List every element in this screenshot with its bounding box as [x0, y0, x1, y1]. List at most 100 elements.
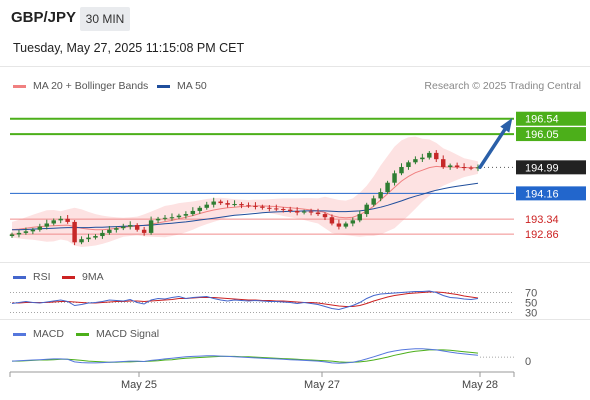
candle-body: [107, 229, 112, 233]
candle-body: [281, 209, 286, 211]
bollinger-band-area: [12, 136, 478, 247]
level-label-box-196.05: [516, 127, 586, 142]
candle-body: [23, 231, 29, 233]
legend-label-rsi-ma: 9MA: [82, 271, 104, 283]
candle-body: [155, 218, 161, 221]
candle-body: [128, 225, 133, 227]
macd-line: [11, 348, 479, 364]
level-label-box-194.99: [516, 160, 586, 175]
x-axis-tick-label: May 28: [462, 379, 498, 391]
candle-body: [218, 201, 223, 204]
candle-body: [246, 205, 251, 207]
candle-body: [378, 192, 383, 199]
legend-swatch-rsi-ma: [62, 275, 75, 279]
candle-body: [392, 173, 397, 183]
candle-body: [176, 215, 182, 218]
candle-body: [267, 207, 272, 209]
candle-body: [468, 167, 474, 169]
level-label-box-194.16: [516, 186, 586, 201]
candle-body: [190, 210, 196, 215]
candle-body: [134, 225, 140, 230]
candle-body: [197, 207, 203, 211]
candle-body: [183, 214, 189, 216]
x-axis-tick-label: May 27: [304, 379, 340, 391]
legend-swatch-macd: [13, 332, 26, 336]
candle-body: [16, 232, 22, 235]
candle-body: [225, 203, 230, 205]
candle-body: [434, 152, 439, 160]
candle-body: [427, 152, 432, 158]
candle-body: [461, 167, 467, 169]
candle-body: [58, 218, 63, 221]
candle-body: [315, 212, 321, 215]
candle-body: [169, 217, 175, 219]
candle-body: [406, 162, 411, 168]
top-bar: GBP/JPY 30 MIN: [0, 0, 590, 38]
candle-body: [239, 204, 244, 206]
macd-level-label-0: 0: [525, 356, 531, 368]
level-label-193.34: 193.34: [525, 214, 559, 226]
candle-body: [114, 228, 119, 230]
legend-rsi-ma: 9MA: [62, 271, 104, 283]
candle-body: [322, 214, 328, 218]
candle-body: [343, 223, 349, 227]
candle-body: [413, 159, 418, 163]
level-label-196.05: 196.05: [525, 129, 559, 141]
candle-body: [308, 211, 314, 213]
macd-signal-line: [12, 349, 479, 363]
divider: [0, 66, 590, 67]
legend-macd: MACD: [13, 328, 64, 340]
legend-rsi: RSI: [13, 271, 51, 283]
legend-label-ma50: MA 50: [177, 80, 207, 92]
ma20-line: [11, 165, 478, 231]
legend-label-rsi: RSI: [33, 271, 51, 283]
candle-body: [72, 221, 77, 243]
candle-body: [294, 210, 300, 213]
candle-body: [253, 205, 258, 207]
candle-body: [357, 214, 362, 221]
legend-macd-signal: MACD Signal: [76, 328, 159, 340]
candle-body: [51, 220, 56, 224]
interval-selector-button[interactable]: 30 MIN: [80, 7, 130, 31]
candle-body: [475, 167, 481, 169]
rsi-line: [11, 290, 479, 311]
currency-pair-title: GBP/JPY: [11, 9, 77, 26]
candle-body: [148, 220, 154, 233]
candle-body: [141, 229, 147, 233]
candle-body: [440, 159, 446, 168]
candle-body: [9, 234, 15, 237]
rsi-level-label-50: 50: [525, 298, 537, 310]
forecast-arrow-head: [500, 117, 513, 133]
candle-body: [336, 223, 342, 227]
legend-ma50: MA 50: [157, 80, 207, 92]
forecast-arrow-shaft: [478, 122, 510, 170]
candle-body: [79, 239, 84, 243]
candle-body: [371, 198, 376, 205]
candle-body: [274, 208, 279, 210]
candle-body: [329, 217, 335, 224]
x-axis-tick-label: May 25: [121, 379, 157, 391]
candle-body: [447, 165, 453, 168]
legend-ma20-bollinger: MA 20 + Bollinger Bands: [13, 80, 148, 92]
candle-body: [301, 211, 307, 213]
candle-body: [350, 220, 356, 224]
candle-body: [121, 226, 126, 229]
ma50-line: [12, 182, 479, 231]
divider: [0, 319, 590, 320]
candle-body: [232, 204, 237, 206]
candle-body: [399, 167, 404, 174]
level-label-box-196.54: [516, 111, 586, 126]
candle-body: [385, 182, 390, 193]
level-label-196.54: 196.54: [525, 114, 559, 126]
candle-body: [287, 209, 293, 211]
rsi-level-label-30: 30: [525, 308, 537, 320]
candle-body: [420, 157, 425, 160]
attribution-text: Research © 2025 Trading Central: [424, 80, 581, 92]
candle-body: [86, 237, 91, 240]
rsi-level-label-70: 70: [525, 288, 537, 300]
candle-body: [260, 206, 265, 208]
candle-body: [93, 236, 98, 238]
candle-body: [44, 223, 50, 227]
candle-body: [454, 165, 460, 168]
